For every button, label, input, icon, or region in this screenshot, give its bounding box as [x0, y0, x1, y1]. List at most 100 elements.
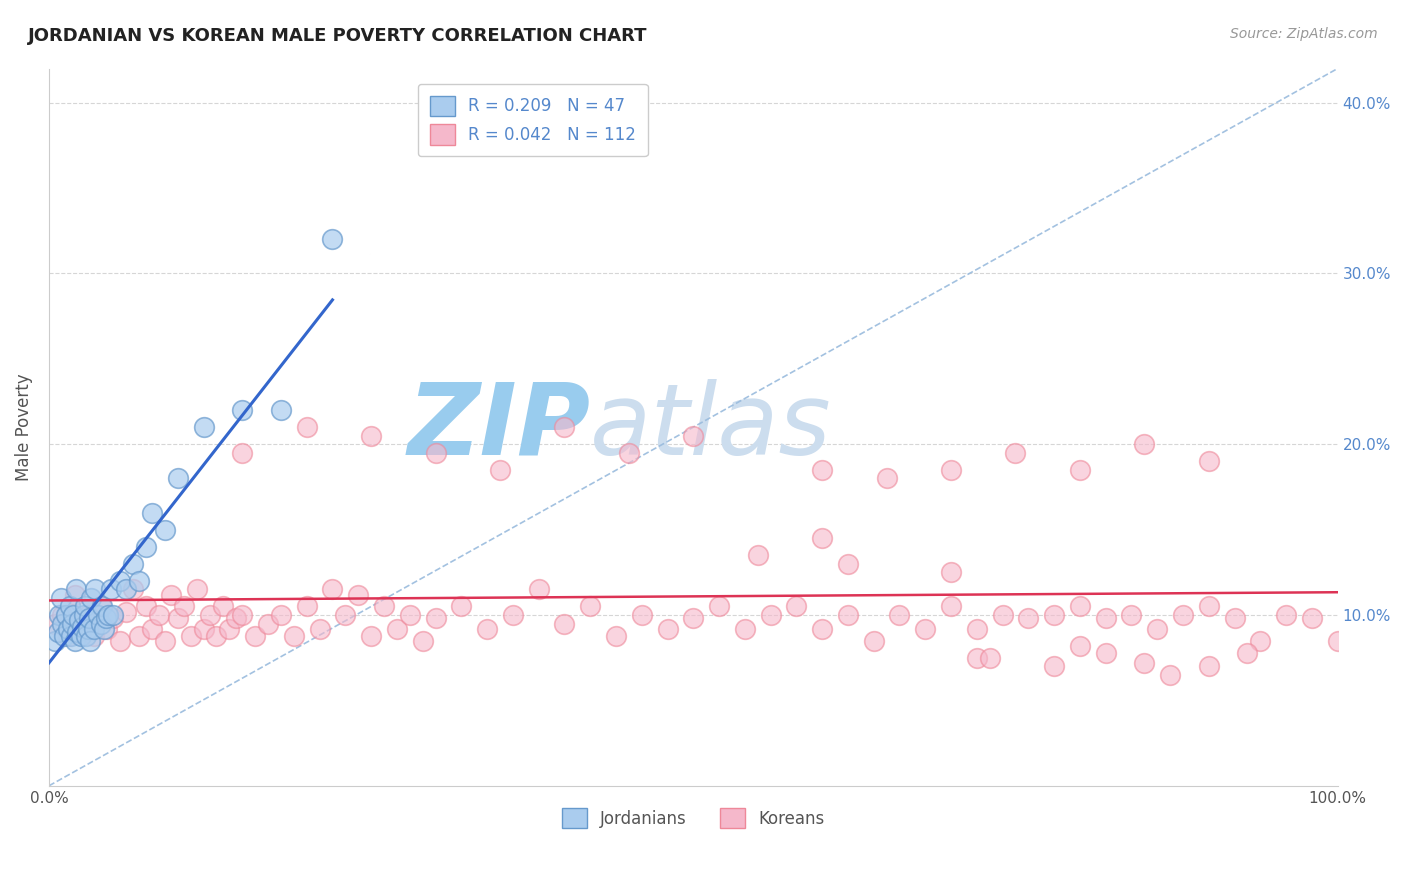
Point	[837, 557, 859, 571]
Point	[966, 650, 988, 665]
Point	[51, 616, 73, 631]
Point	[173, 599, 195, 614]
Point	[67, 613, 90, 627]
Point	[58, 599, 80, 614]
Point	[759, 607, 782, 622]
Point	[682, 611, 704, 625]
Point	[44, 633, 66, 648]
Point	[51, 607, 73, 622]
Point	[630, 607, 652, 622]
Point	[212, 599, 235, 614]
Point	[225, 611, 247, 625]
Point	[1301, 611, 1323, 625]
Point	[60, 616, 83, 631]
Point	[135, 540, 157, 554]
Point	[73, 607, 96, 622]
Point	[231, 446, 253, 460]
Point	[63, 633, 86, 648]
Point	[83, 622, 105, 636]
Point	[373, 599, 395, 614]
Point	[527, 582, 550, 597]
Point	[243, 628, 266, 642]
Point	[1043, 607, 1066, 622]
Point	[1094, 611, 1116, 625]
Point	[73, 599, 96, 614]
Point	[425, 611, 447, 625]
Point	[450, 599, 472, 614]
Point	[489, 463, 512, 477]
Point	[103, 611, 125, 625]
Point	[1069, 639, 1091, 653]
Point	[605, 628, 627, 642]
Point	[707, 599, 730, 614]
Point	[734, 622, 756, 636]
Point	[46, 625, 69, 640]
Point	[811, 463, 834, 477]
Point	[115, 605, 138, 619]
Point	[70, 628, 93, 642]
Point	[65, 582, 87, 597]
Point	[198, 607, 221, 622]
Point	[166, 471, 188, 485]
Point	[347, 587, 370, 601]
Point	[94, 611, 117, 625]
Legend: Jordanians, Koreans: Jordanians, Koreans	[555, 801, 831, 835]
Point	[59, 628, 82, 642]
Point	[914, 622, 936, 636]
Point	[1121, 607, 1143, 622]
Point	[63, 587, 86, 601]
Point	[103, 607, 125, 622]
Point	[475, 622, 498, 636]
Point	[553, 420, 575, 434]
Point	[186, 582, 208, 597]
Point	[89, 599, 111, 614]
Point	[1094, 646, 1116, 660]
Point	[48, 607, 70, 622]
Point	[89, 616, 111, 631]
Text: atlas: atlas	[591, 378, 832, 475]
Point	[205, 628, 228, 642]
Point	[1198, 454, 1220, 468]
Point	[44, 616, 66, 631]
Point	[270, 607, 292, 622]
Point	[939, 566, 962, 580]
Point	[360, 628, 382, 642]
Point	[398, 607, 420, 622]
Point	[153, 523, 176, 537]
Point	[166, 611, 188, 625]
Point	[87, 607, 110, 622]
Point	[58, 628, 80, 642]
Point	[1146, 622, 1168, 636]
Point	[979, 650, 1001, 665]
Point	[58, 622, 80, 636]
Point	[1133, 437, 1156, 451]
Point	[1159, 667, 1181, 681]
Point	[1223, 611, 1246, 625]
Point	[76, 607, 98, 622]
Point	[1043, 659, 1066, 673]
Point	[1198, 659, 1220, 673]
Point	[876, 471, 898, 485]
Point	[90, 599, 112, 614]
Point	[231, 403, 253, 417]
Point	[425, 446, 447, 460]
Point	[939, 599, 962, 614]
Point	[108, 574, 131, 588]
Point	[889, 607, 911, 622]
Point	[657, 622, 679, 636]
Point	[1198, 599, 1220, 614]
Point	[1326, 633, 1348, 648]
Point	[270, 403, 292, 417]
Point	[180, 628, 202, 642]
Point	[70, 616, 93, 631]
Point	[76, 622, 98, 636]
Point	[837, 607, 859, 622]
Point	[335, 607, 357, 622]
Point	[141, 622, 163, 636]
Point	[218, 622, 240, 636]
Point	[148, 607, 170, 622]
Point	[1069, 599, 1091, 614]
Point	[115, 582, 138, 597]
Point	[412, 633, 434, 648]
Point	[1249, 633, 1271, 648]
